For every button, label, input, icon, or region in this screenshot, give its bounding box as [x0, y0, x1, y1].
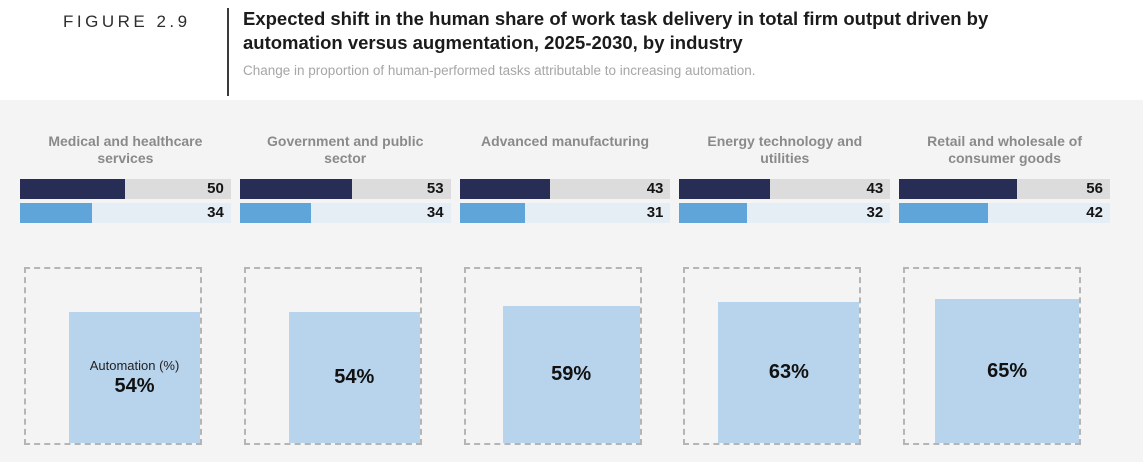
industry-title: Advanced manufacturing — [480, 133, 649, 149]
navy-bar-fill — [459, 179, 551, 199]
navy-bar-track: 56 — [899, 179, 1110, 199]
automation-dashed-box: Automation (%) 54% — [24, 267, 202, 445]
blue-bar-track: 42 — [899, 203, 1110, 223]
blue-bar-fill — [679, 203, 747, 223]
industry-column: Government and public sector 53 34 54% — [239, 133, 451, 445]
blue-bar-value: 32 — [866, 204, 884, 221]
navy-bar-value: 56 — [1086, 180, 1103, 197]
blue-bar-track: 34 — [239, 203, 451, 223]
chart-panel: Medical and healthcare services 50 34 Au… — [0, 100, 1143, 462]
blue-bar-fill — [239, 203, 312, 223]
industry-title: Government and public sector — [267, 133, 424, 166]
automation-square: Automation (%) 54% — [69, 312, 200, 443]
automation-square-percentage: 63% — [768, 361, 809, 383]
industry-column: Energy technology and utilities 43 32 63… — [679, 133, 891, 445]
automation-square-percentage: 59% — [551, 363, 592, 385]
automation-square-percentage: 54% — [334, 366, 375, 388]
industry-column: Advanced manufacturing 43 31 59% — [459, 133, 671, 445]
blue-bar-track: 31 — [459, 203, 671, 223]
navy-bar-track: 53 — [239, 179, 451, 199]
automation-square: 59% — [502, 306, 640, 443]
figure-title: Expected shift in the human share of wor… — [243, 8, 989, 53]
navy-bar-value: 50 — [207, 180, 224, 197]
blue-bar-fill — [459, 203, 525, 223]
blue-bar-value: 31 — [646, 204, 664, 221]
industry-columns: Medical and healthcare services 50 34 Au… — [20, 133, 1110, 445]
automation-square: 63% — [718, 302, 860, 443]
figure-header: FIGURE 2.9 Expected shift in the human s… — [0, 0, 1143, 100]
blue-bar-track: 32 — [679, 203, 891, 223]
blue-bar-track: 34 — [20, 203, 231, 223]
navy-bar-fill — [679, 179, 771, 199]
industry-title: Retail and wholesale of consumer goods — [927, 133, 1082, 166]
navy-bar-track: 43 — [459, 179, 671, 199]
industry-title: Medical and healthcare services — [48, 133, 203, 166]
industry-column: Retail and wholesale of consumer goods 5… — [899, 133, 1110, 445]
automation-dashed-box: 54% — [243, 267, 422, 445]
automation-dashed-box: 63% — [683, 267, 862, 445]
automation-square: 65% — [935, 299, 1080, 443]
navy-bar-fill — [20, 179, 126, 199]
blue-bar-value: 42 — [1086, 204, 1103, 221]
automation-square-label: Automation (%) — [89, 357, 180, 373]
automation-dashed-box: 59% — [463, 267, 642, 445]
title-block: Expected shift in the human share of wor… — [243, 7, 1078, 78]
blue-bar-value: 34 — [207, 204, 224, 221]
blue-bar-fill — [899, 203, 988, 223]
navy-bar-value: 43 — [646, 180, 664, 197]
figure-subtitle: Change in proportion of human-performed … — [243, 63, 756, 78]
blue-bar-fill — [20, 203, 92, 223]
industry-title: Energy technology and utilities — [707, 133, 863, 166]
automation-square: 54% — [288, 312, 420, 443]
navy-bar-value: 53 — [426, 180, 444, 197]
blue-bar-value: 34 — [426, 204, 444, 221]
figure-number-label: FIGURE 2.9 — [63, 12, 191, 31]
automation-square-percentage: 54% — [114, 374, 155, 397]
automation-dashed-box: 65% — [903, 267, 1082, 445]
navy-bar-track: 43 — [679, 179, 891, 199]
navy-bar-track: 50 — [20, 179, 231, 199]
automation-square-percentage: 65% — [987, 359, 1028, 382]
navy-bar-fill — [899, 179, 1018, 199]
navy-bar-value: 43 — [866, 180, 884, 197]
industry-column: Medical and healthcare services 50 34 Au… — [20, 133, 231, 445]
navy-bar-fill — [239, 179, 352, 199]
header-divider-line — [227, 8, 229, 96]
